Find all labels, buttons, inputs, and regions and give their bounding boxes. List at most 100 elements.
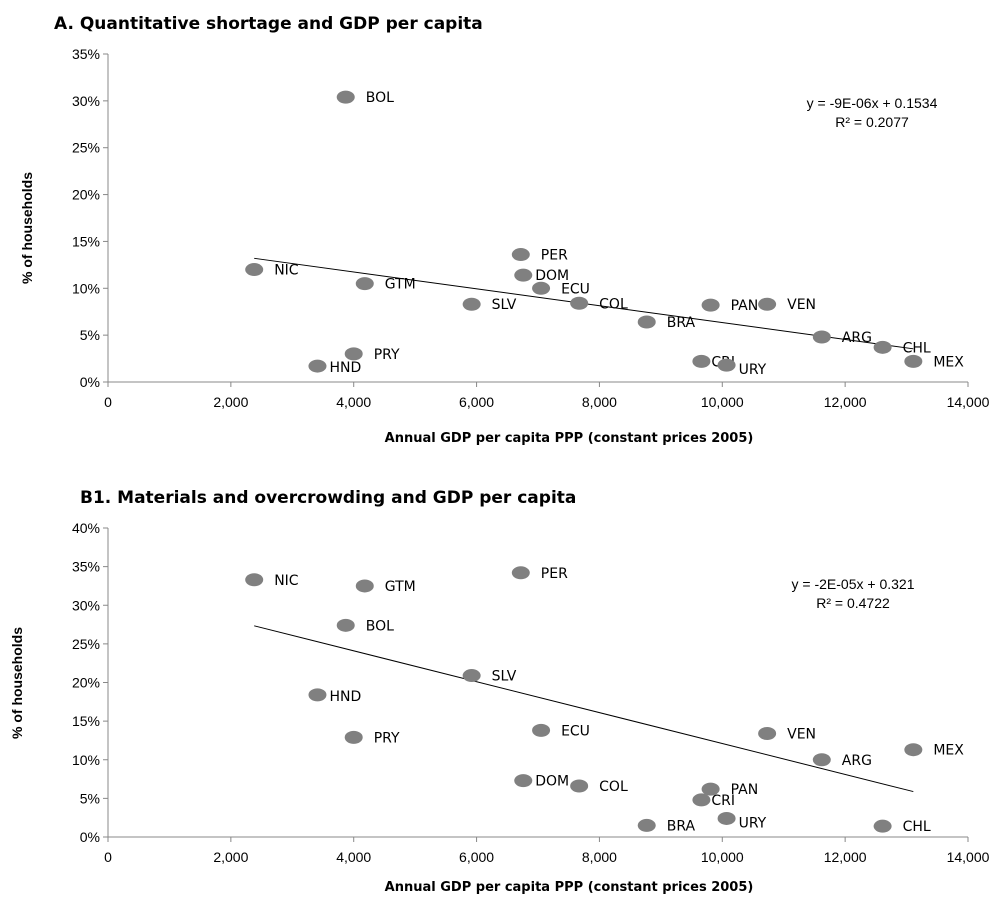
chart-a-x-tick-label: 10,000 bbox=[701, 394, 744, 410]
chart-a-y-axis-label: % of households bbox=[19, 172, 35, 284]
chart-a-point-label-chl: CHL bbox=[903, 340, 931, 356]
chart-b1-y-tick-label: 0% bbox=[80, 829, 100, 845]
chart-b1-point-label-gtm: GTM bbox=[385, 579, 416, 595]
chart-a-x-tick-label: 6,000 bbox=[459, 394, 494, 410]
chart-b1-x-tick-label: 6,000 bbox=[459, 849, 494, 865]
chart-a-point-label-arg: ARG bbox=[842, 330, 872, 346]
chart-b1-point-pan bbox=[701, 782, 720, 796]
chart-a-point-label-ecu: ECU bbox=[561, 281, 590, 297]
chart-a-point-label-bol: BOL bbox=[366, 90, 394, 106]
chart-a-y-tick-label: 10% bbox=[72, 280, 100, 296]
chart-b1-point-label-slv: SLV bbox=[492, 669, 517, 685]
chart-a-point-label-col: COL bbox=[599, 296, 628, 312]
chart-b1-point-gtm bbox=[355, 579, 374, 593]
chart-b1-point-slv bbox=[462, 669, 481, 683]
chart-b1-trendline bbox=[254, 625, 914, 793]
chart-a-y-tick-label: 5% bbox=[80, 327, 100, 343]
chart-b1-y-axis-label: % of households bbox=[9, 627, 25, 739]
chart-a-point-label-slv: SLV bbox=[492, 297, 517, 313]
chart-b1-x-tick-label: 10,000 bbox=[701, 849, 744, 865]
chart-a-y-tick-label: 0% bbox=[80, 374, 100, 390]
chart-a-point-ury bbox=[717, 358, 736, 372]
chart-b1-point-label-ecu: ECU bbox=[561, 723, 590, 739]
chart-a-point-bra bbox=[637, 315, 656, 329]
chart-a-point-gtm bbox=[355, 277, 374, 291]
chart-a-point-chl bbox=[873, 340, 892, 354]
chart-a-x-tick-label: 0 bbox=[104, 394, 112, 410]
chart-b1-point-ven bbox=[758, 726, 777, 740]
chart-b1-point-label-bra: BRA bbox=[667, 818, 696, 834]
chart-b1-point-bol bbox=[336, 618, 355, 632]
chart-b1-point-label-pry: PRY bbox=[374, 730, 400, 746]
chart-a-y-tick-label: 20% bbox=[72, 187, 100, 203]
chart-a-point-arg bbox=[812, 330, 831, 344]
chart-a-point-ven bbox=[758, 297, 777, 311]
chart-a-point-label-per: PER bbox=[541, 248, 568, 264]
chart-b1-point-pry bbox=[344, 730, 363, 744]
chart-b1-y-tick-label: 10% bbox=[72, 752, 100, 768]
chart-a-y-tick-label: 15% bbox=[72, 233, 100, 249]
chart-a-point-label-pan: PAN bbox=[731, 298, 759, 314]
chart-a-point-label-gtm: GTM bbox=[385, 277, 416, 293]
chart-b1-point-cri bbox=[692, 793, 711, 807]
chart-a-y-tick-label: 25% bbox=[72, 140, 100, 156]
chart-a-x-tick-label: 14,000 bbox=[947, 394, 990, 410]
chart-b1-point-label-bol: BOL bbox=[366, 618, 394, 634]
chart-a-r-squared: R² = 0.2077 bbox=[835, 114, 909, 130]
chart-b1-x-tick-label: 12,000 bbox=[824, 849, 867, 865]
chart-b1-point-mex bbox=[904, 743, 923, 757]
chart-a-point-hnd bbox=[308, 359, 327, 373]
chart-b1-point-ecu bbox=[532, 723, 551, 737]
chart-b1-point-label-pan: PAN bbox=[731, 782, 759, 798]
chart-a-x-axis-label: Annual GDP per capita PPP (constant pric… bbox=[385, 431, 754, 446]
chart-a: A. Quantitative shortage and GDP per cap… bbox=[19, 14, 990, 446]
chart-b1-point-bra bbox=[637, 818, 656, 832]
chart-b1-x-tick-label: 14,000 bbox=[947, 849, 990, 865]
chart-b1-y-tick-label: 5% bbox=[80, 790, 100, 806]
chart-a-point-ecu bbox=[532, 281, 551, 295]
chart-b1-r-squared: R² = 0.4722 bbox=[816, 595, 890, 611]
chart-a-x-tick-label: 12,000 bbox=[824, 394, 867, 410]
chart-a-y-tick-label: 30% bbox=[72, 93, 100, 109]
chart-a-trend-equation: y = -9E-06x + 0.1534 bbox=[807, 95, 938, 111]
chart-b1-point-per bbox=[511, 566, 530, 580]
chart-a-x-tick-label: 2,000 bbox=[213, 394, 248, 410]
chart-b1-point-arg bbox=[812, 753, 831, 767]
chart-b1-x-tick-label: 8,000 bbox=[582, 849, 617, 865]
chart-a-point-slv bbox=[462, 297, 481, 311]
chart-b1-point-label-mex: MEX bbox=[933, 743, 964, 759]
chart-b1-y-tick-label: 35% bbox=[72, 559, 100, 575]
chart-a-point-label-ury: URY bbox=[739, 362, 767, 378]
chart-b1-x-axis-label: Annual GDP per capita PPP (constant pric… bbox=[385, 880, 754, 895]
chart-b1-point-col bbox=[570, 779, 589, 793]
chart-a-title: A. Quantitative shortage and GDP per cap… bbox=[54, 14, 483, 34]
chart-b1-point-label-hnd: HND bbox=[329, 689, 361, 705]
chart-a-point-col bbox=[570, 296, 589, 310]
chart-b1-trend-equation: y = -2E-05x + 0.321 bbox=[792, 576, 915, 592]
chart-a-point-label-pry: PRY bbox=[374, 347, 400, 363]
chart-b1-point-label-arg: ARG bbox=[842, 753, 872, 769]
chart-b1-x-tick-label: 2,000 bbox=[213, 849, 248, 865]
chart-a-point-label-hnd: HND bbox=[329, 360, 361, 376]
chart-b1-y-tick-label: 30% bbox=[72, 597, 100, 613]
chart-b1-y-tick-label: 25% bbox=[72, 636, 100, 652]
chart-b1-point-label-nic: NIC bbox=[274, 573, 299, 589]
chart-b1-point-label-col: COL bbox=[599, 779, 628, 795]
chart-a-point-per bbox=[511, 248, 530, 262]
chart-a-point-mex bbox=[904, 354, 923, 368]
chart-a-point-cri bbox=[692, 354, 711, 368]
chart-a-point-label-bra: BRA bbox=[667, 315, 696, 331]
chart-a-point-label-nic: NIC bbox=[274, 263, 299, 279]
chart-a-point-label-ven: VEN bbox=[787, 297, 816, 313]
chart-b1-x-tick-label: 4,000 bbox=[336, 849, 371, 865]
chart-a-point-bol bbox=[336, 90, 355, 104]
chart-b1-title: B1. Materials and overcrowding and GDP p… bbox=[80, 488, 576, 508]
chart-a-point-pry bbox=[344, 347, 363, 361]
chart-b1-point-ury bbox=[717, 811, 736, 825]
chart-b1-point-nic bbox=[245, 573, 264, 587]
chart-b1-point-label-ury: URY bbox=[739, 815, 767, 831]
chart-a-x-tick-label: 4,000 bbox=[336, 394, 371, 410]
chart-b1-point-label-ven: VEN bbox=[787, 726, 816, 742]
chart-a-point-label-mex: MEX bbox=[933, 354, 964, 370]
chart-b1-y-tick-label: 15% bbox=[72, 713, 100, 729]
